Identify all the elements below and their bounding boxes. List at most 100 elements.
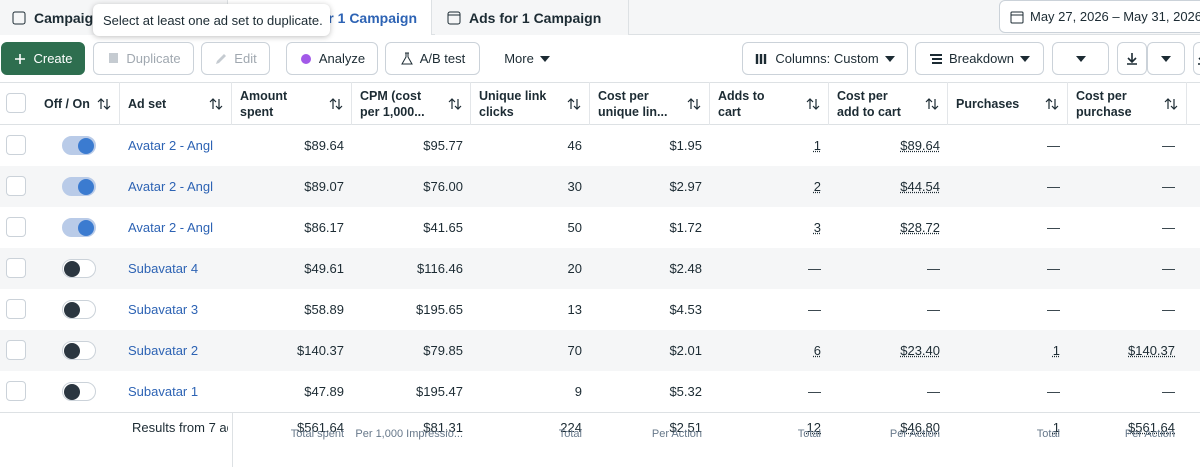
caret	[1161, 55, 1171, 62]
row-checkbox[interactable]	[6, 176, 26, 196]
toolbar-button[interactable]: Columns: Custom	[742, 42, 908, 75]
row-checkbox[interactable]	[6, 381, 26, 401]
button-label: Create	[33, 51, 73, 66]
toolbar-button[interactable]: Analyze	[286, 42, 378, 75]
cell: —	[1047, 261, 1060, 276]
icon-button[interactable]	[1117, 42, 1147, 75]
cell: 70	[567, 343, 582, 358]
toolbar-button[interactable]: More	[488, 42, 566, 75]
ad-set-name[interactable]: Subavatar 1	[128, 384, 199, 399]
cell: $140.37	[297, 343, 344, 358]
toggle[interactable]	[62, 136, 96, 155]
table-header	[0, 82, 1200, 125]
cell: $44.54	[900, 179, 940, 194]
icon-button[interactable]	[1052, 42, 1109, 75]
toggle[interactable]	[62, 259, 96, 278]
ad-set-name[interactable]: Avatar 2 - Angl	[128, 220, 214, 235]
column-header[interactable]: Off / On	[36, 82, 120, 125]
ad-set-name[interactable]: Avatar 2 - Angl	[128, 179, 214, 194]
cell: $47.89	[304, 384, 344, 399]
toggle[interactable]	[62, 382, 96, 401]
column-label: CPM (cost per 1,000...	[360, 88, 425, 119]
ad-set-name[interactable]: Subavatar 4	[128, 261, 199, 276]
toggle[interactable]	[62, 341, 96, 360]
cell: $2.48	[669, 261, 702, 276]
row-checkbox[interactable]	[6, 258, 26, 278]
ad-set-name[interactable]: Subavatar 3	[128, 302, 199, 317]
toggle-knob	[78, 138, 94, 154]
ad-set-name[interactable]: Subavatar 2	[128, 343, 199, 358]
toolbar-button[interactable]: Edit	[201, 42, 270, 75]
cell: 50	[567, 220, 582, 235]
footer-note: Total	[558, 428, 582, 440]
column-header[interactable]: Cost per add to cart	[829, 82, 948, 125]
column-label: Purchases	[956, 96, 1020, 111]
column-header[interactable]: Cost per purchase	[1068, 82, 1187, 125]
column-label: Unique link clicks	[479, 88, 547, 119]
toolbar-button[interactable]: Create	[1, 42, 85, 75]
tab[interactable]: Ads for 1 Campaign	[435, 0, 629, 35]
cell: —	[927, 261, 940, 276]
icon	[447, 11, 461, 24]
column-header[interactable]: Purchases	[948, 82, 1068, 125]
column-header[interactable]: Amount spent	[232, 82, 352, 125]
icon	[400, 52, 413, 64]
cell: 20	[567, 261, 582, 276]
caret	[1075, 55, 1086, 62]
column-header[interactable]: Adds to cart	[710, 82, 829, 125]
date-label: May 27, 2026 – May 31, 2026	[1030, 9, 1200, 24]
toggle-knob	[64, 302, 80, 318]
date-picker[interactable]: May 27, 2026 – May 31, 2026	[999, 0, 1200, 33]
column-header[interactable]: CPM (cost per 1,000...	[352, 82, 471, 125]
toggle[interactable]	[62, 177, 96, 196]
cell: $79.85	[423, 343, 463, 358]
sort-icon	[329, 97, 343, 110]
footer-note: Total	[797, 428, 821, 440]
row-checkbox[interactable]	[6, 217, 26, 237]
toolbar-button[interactable]: A/B test	[385, 42, 480, 75]
row	[0, 248, 1200, 289]
toggle[interactable]	[62, 218, 96, 237]
row	[0, 207, 1200, 248]
toolbar-button[interactable]: Breakdown	[915, 42, 1044, 75]
caret	[1020, 55, 1031, 62]
cell: —	[927, 302, 940, 317]
column-label: Cost per add to cart	[837, 88, 901, 119]
icon	[1198, 56, 1200, 65]
row-checkbox[interactable]	[6, 340, 26, 360]
tooltip: Select at least one ad set to duplicate.	[93, 4, 330, 36]
cell: —	[1047, 179, 1060, 194]
cell: $41.65	[423, 220, 463, 235]
cell: $5.32	[669, 384, 702, 399]
column-header[interactable]: Unique link clicks	[471, 82, 590, 125]
footer-value: 1	[1052, 420, 1060, 435]
footer-note: Per 1,000 Impressio...	[355, 428, 463, 440]
cell: 1	[813, 138, 821, 153]
ad-set-name[interactable]: Avatar 2 - Angl	[128, 138, 214, 153]
toggle-knob	[64, 384, 80, 400]
cell: $49.61	[304, 261, 344, 276]
toggle-knob	[64, 343, 80, 359]
icon	[1010, 11, 1024, 23]
icon-button[interactable]	[1147, 42, 1185, 75]
toggle[interactable]	[62, 300, 96, 319]
cell: $95.77	[423, 138, 463, 153]
cell: —	[1162, 384, 1175, 399]
toolbar-button[interactable]: Duplicate	[93, 42, 194, 75]
button-label: Columns: Custom	[775, 51, 879, 66]
cell: —	[1047, 384, 1060, 399]
icon	[12, 11, 26, 24]
icon-button[interactable]	[1193, 42, 1200, 75]
button-label: Duplicate	[126, 51, 181, 66]
caret	[539, 55, 550, 62]
row	[0, 289, 1200, 330]
column-header[interactable]: Ad set	[120, 82, 232, 125]
column-header[interactable]: Cost per unique lin...	[590, 82, 710, 125]
row-checkbox[interactable]	[6, 299, 26, 319]
select-all[interactable]	[6, 93, 26, 113]
tab-label: Ads for 1 Campaign	[469, 9, 602, 26]
row	[0, 371, 1200, 412]
icon	[1127, 52, 1137, 65]
footer-label: Results from 7 ad	[132, 420, 228, 435]
row-checkbox[interactable]	[6, 135, 26, 155]
